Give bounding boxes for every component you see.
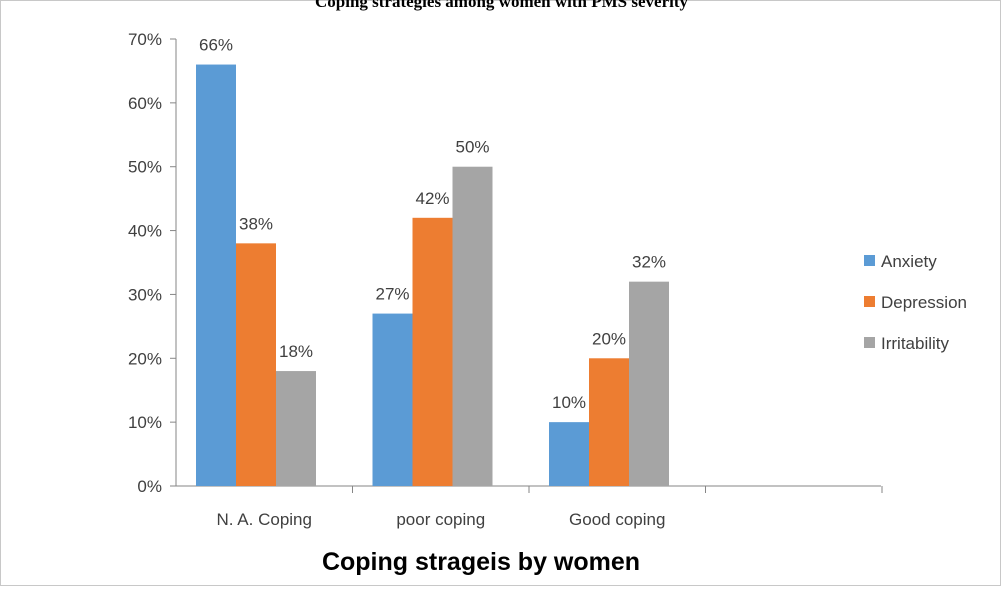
y-tick-label: 30% [128, 285, 162, 304]
data-label: 32% [632, 253, 666, 272]
chart-title: Coping strategies among women with PMS s… [314, 0, 688, 11]
bar-depression [236, 243, 276, 486]
y-tick-label: 70% [128, 30, 162, 49]
x-tick-label: N. A. Coping [217, 510, 312, 529]
data-label: 20% [592, 329, 626, 348]
bar-anxiety [196, 64, 236, 487]
legend-swatch [864, 255, 875, 266]
y-tick-label: 40% [128, 222, 162, 241]
data-label: 27% [375, 285, 409, 304]
bar-depression [589, 358, 629, 486]
data-label: 18% [279, 342, 313, 361]
legend-swatch [864, 337, 875, 348]
legend-label: Irritability [881, 334, 950, 353]
data-label: 10% [552, 393, 586, 412]
y-tick-label: 60% [128, 94, 162, 113]
y-tick-label: 0% [137, 477, 162, 496]
legend-label: Anxiety [881, 252, 937, 271]
bar-depression [412, 217, 453, 487]
data-label: 66% [199, 36, 233, 55]
bar-irritability [629, 281, 669, 486]
x-tick-label: poor coping [396, 510, 485, 529]
legend-label: Depression [881, 293, 967, 312]
y-tick-label: 10% [128, 413, 162, 432]
y-tick-label: 50% [128, 158, 162, 177]
y-tick-label: 20% [128, 349, 162, 368]
data-label: 42% [415, 189, 449, 208]
bar-anxiety [549, 422, 589, 486]
x-tick-label: Good coping [569, 510, 665, 529]
data-label: 38% [239, 214, 273, 233]
x-axis-title: Coping strageis by women [322, 548, 640, 576]
bar-irritability [276, 371, 316, 486]
legend-swatch [864, 296, 875, 307]
data-label: 50% [455, 138, 489, 157]
bar-irritability [452, 166, 493, 486]
bar-anxiety [372, 313, 413, 486]
